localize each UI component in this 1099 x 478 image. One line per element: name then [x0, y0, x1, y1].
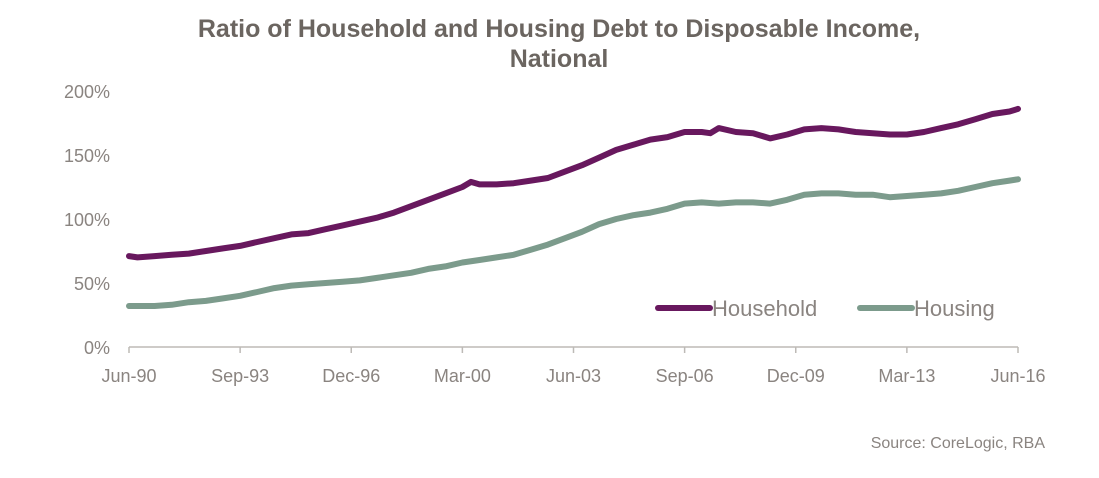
x-tick-label: Mar-00 — [434, 366, 491, 386]
x-tick-label: Dec-96 — [322, 366, 380, 386]
x-tick-label: Jun-16 — [990, 366, 1045, 386]
x-tick-label: Mar-13 — [878, 366, 935, 386]
y-tick-label: 50% — [74, 274, 110, 294]
y-tick-label: 150% — [64, 146, 110, 166]
x-tick-label: Sep-06 — [656, 366, 714, 386]
x-tick-label: Jun-03 — [546, 366, 601, 386]
x-tick-label: Jun-90 — [101, 366, 156, 386]
series-line-household — [126, 105, 1021, 261]
x-tick-label: Dec-09 — [767, 366, 825, 386]
chart-title-line1: Ratio of Household and Housing Debt to D… — [197, 15, 921, 43]
legend-label-housing: Housing — [914, 296, 995, 321]
x-tick-label: Sep-93 — [211, 366, 269, 386]
source-note: Source: CoreLogic, RBA — [870, 435, 1045, 452]
chart-title: Ratio of Household and Housing Debt to D… — [0, 14, 1099, 74]
y-tick-label: 0% — [84, 338, 110, 358]
y-tick-label: 200% — [64, 82, 110, 102]
series-line-housing — [126, 176, 1021, 309]
y-tick-label: 100% — [64, 210, 110, 230]
chart-title-line2: National — [509, 45, 609, 73]
legend-label-household: Household — [712, 296, 817, 321]
